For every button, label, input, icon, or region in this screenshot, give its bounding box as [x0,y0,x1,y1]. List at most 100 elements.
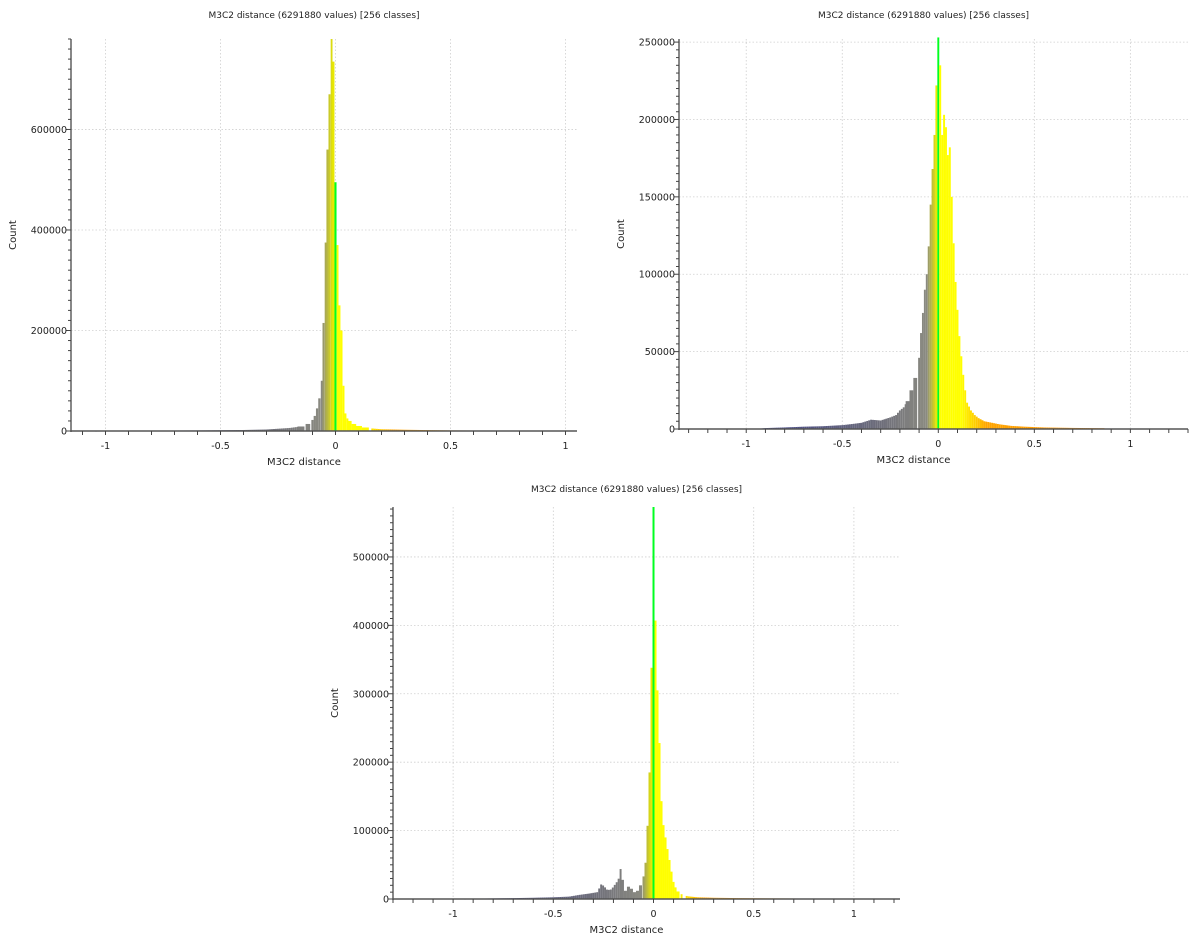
histogram-bar [670,871,673,899]
x-axis-label: M3C2 distance [267,457,341,468]
histogram-bar [960,356,963,429]
histogram-bar [644,862,647,899]
chart-svg: M3C2 distance (6291880 values) [256 clas… [616,11,1189,466]
chart-title: M3C2 distance (6291880 values) [256 clas… [818,11,1029,21]
histogram-bar [642,876,645,899]
histogram-bar [305,423,311,431]
histogram-bar [342,385,345,431]
x-tick-label: -0.5 [544,909,563,920]
y-tick-label: 150000 [639,192,675,203]
y-tick-label: 0 [61,427,67,438]
histogram-bar [652,507,655,899]
histogram-bar [660,801,663,899]
histogram-chart-2: M3C2 distance (6291880 values) [256 clas… [600,0,1200,470]
y-tick-label: 100000 [639,270,675,281]
histogram-bar [950,196,953,429]
histogram-bar [648,772,651,899]
x-tick-label: -1 [741,439,750,450]
histogram-bar [620,879,624,899]
histogram-bar [672,881,675,899]
histogram-bar [939,65,942,430]
histogram-bar [318,398,321,431]
y-tick-label: 200000 [31,326,67,337]
histogram-bar [945,127,947,429]
x-tick-label: -1 [101,441,110,452]
y-tick-label: 600000 [31,125,67,136]
histogram-bar [935,85,938,429]
chart-title: M3C2 distance (6291880 values) [256 clas… [531,485,742,495]
histogram-bar [626,886,630,899]
histogram-bar [635,890,639,899]
y-axis-label: Count [8,220,19,250]
histogram-bar [918,357,921,429]
histogram-bar [941,134,944,429]
histogram-bar [338,305,341,431]
histogram-bar [361,427,369,431]
chart-svg: M3C2 distance (6291880 values) [256 clas… [8,11,577,468]
histogram-bar [351,423,357,431]
y-tick-label: 50000 [645,347,675,358]
histogram-bar [662,825,665,899]
histogram-bar [927,246,930,429]
histogram-bar [680,894,683,899]
histogram-bars [464,507,830,900]
histogram-bar [632,892,636,899]
histogram-bar [311,419,314,431]
histogram-chart-3: M3C2 distance (6291880 values) [256 clas… [320,474,920,944]
y-ticks: 0 100000 200000 300000 400000 500000 [353,508,393,906]
histogram-bar [658,743,661,899]
histogram-bar [666,849,669,899]
histogram-bar [347,420,352,431]
y-tick-label: 300000 [353,689,389,700]
gridlines [679,39,1188,429]
histogram-bar [371,428,374,431]
histogram-bars [94,39,539,432]
histogram-bars [756,37,1105,430]
histogram-bar [324,242,327,431]
histogram-bar [937,37,940,429]
histogram-bar [905,401,910,429]
histogram-bar [923,289,926,429]
histogram-bar [948,147,951,430]
histogram-bar [962,374,965,429]
y-axis-label: Count [330,688,341,718]
x-tick-label: 1 [851,909,857,920]
x-axis-label: M3C2 distance [877,455,951,466]
histogram-bar [933,134,936,429]
histogram-bar [956,309,959,429]
histogram-bar [920,333,922,429]
x-tick-label: 0.5 [746,909,761,920]
histogram-bar [344,413,347,431]
histogram-bar [921,312,924,429]
histogram-bar [964,390,967,429]
y-tick-label: 0 [383,895,389,906]
x-tick-label: 0 [332,441,338,452]
histogram-bar [330,39,333,431]
histogram-bar [623,890,627,899]
y-tick-label: 250000 [639,38,675,49]
histogram-bar [913,377,918,429]
histogram-bar [650,667,653,899]
x-tick-label: 1 [1127,439,1133,450]
histogram-bar [315,408,319,431]
histogram-bar [646,825,649,899]
histogram-bar [326,149,329,432]
x-ticks: -1 -0.5 0 0.5 1 [392,899,895,920]
histogram-bar [909,390,914,429]
histogram-bar [946,155,949,430]
x-tick-label: 0.5 [443,441,458,452]
x-tick-label: -0.5 [211,441,230,452]
y-ticks: 0 200000 400000 600000 [31,38,71,438]
histogram-bar [675,891,680,899]
y-axis-label: Count [616,219,627,249]
histogram-bar [656,690,659,899]
x-tick-label: 0.5 [1027,439,1042,450]
histogram-bar [952,243,955,429]
x-ticks: -1 -0.5 0 0.5 1 [82,431,569,452]
histogram-bar [355,425,362,431]
histogram-bar [668,860,671,899]
x-tick-label: -1 [448,909,457,920]
histogram-bar [297,426,305,431]
histogram-bar [320,380,323,431]
histogram-bar [654,620,657,899]
